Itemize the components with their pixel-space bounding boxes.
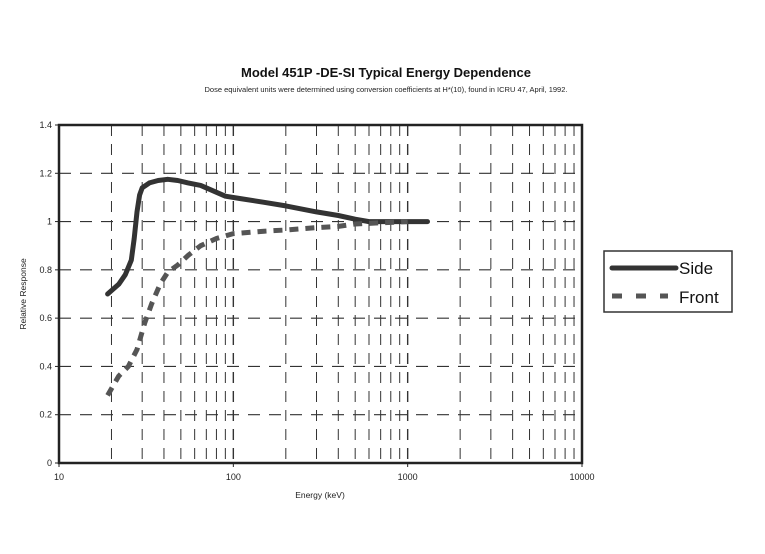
y-axis-label: Relative Response bbox=[18, 258, 28, 330]
grid-lines bbox=[59, 125, 582, 463]
x-axis-label: Energy (keV) bbox=[295, 490, 345, 500]
y-tick-label: 1.4 bbox=[39, 120, 52, 130]
y-tick-label: 1 bbox=[47, 217, 52, 227]
axis-ticks: 0 0.2 0.4 0.6 0.8 1 1.2 1.4 10 100 1000 10000 bbox=[39, 120, 594, 482]
series-side-line bbox=[105, 176, 430, 297]
y-tick-label: 0.6 bbox=[39, 313, 52, 323]
legend-label-front: Front bbox=[679, 288, 719, 307]
y-tick-label: 0.2 bbox=[39, 410, 52, 420]
chart-subtitle: Dose equivalent units were determined us… bbox=[205, 85, 568, 94]
x-tick-label: 10 bbox=[54, 472, 64, 482]
series-layer bbox=[105, 176, 430, 397]
legend-box bbox=[603, 250, 733, 313]
y-tick-label: 1.2 bbox=[39, 168, 52, 178]
legend-label-side: Side bbox=[679, 259, 713, 278]
plot-frame bbox=[57, 123, 584, 465]
chart-title: Model 451P -DE-SI Typical Energy Depende… bbox=[241, 65, 531, 80]
y-tick-label: 0.8 bbox=[39, 265, 52, 275]
x-tick-label: 1000 bbox=[398, 472, 418, 482]
y-tick-label: 0.4 bbox=[39, 361, 52, 371]
series-front-line bbox=[105, 219, 408, 397]
x-tick-label: 100 bbox=[226, 472, 241, 482]
y-tick-label: 0 bbox=[47, 458, 52, 468]
legend: Side Front bbox=[603, 250, 733, 313]
x-tick-label: 10000 bbox=[569, 472, 594, 482]
